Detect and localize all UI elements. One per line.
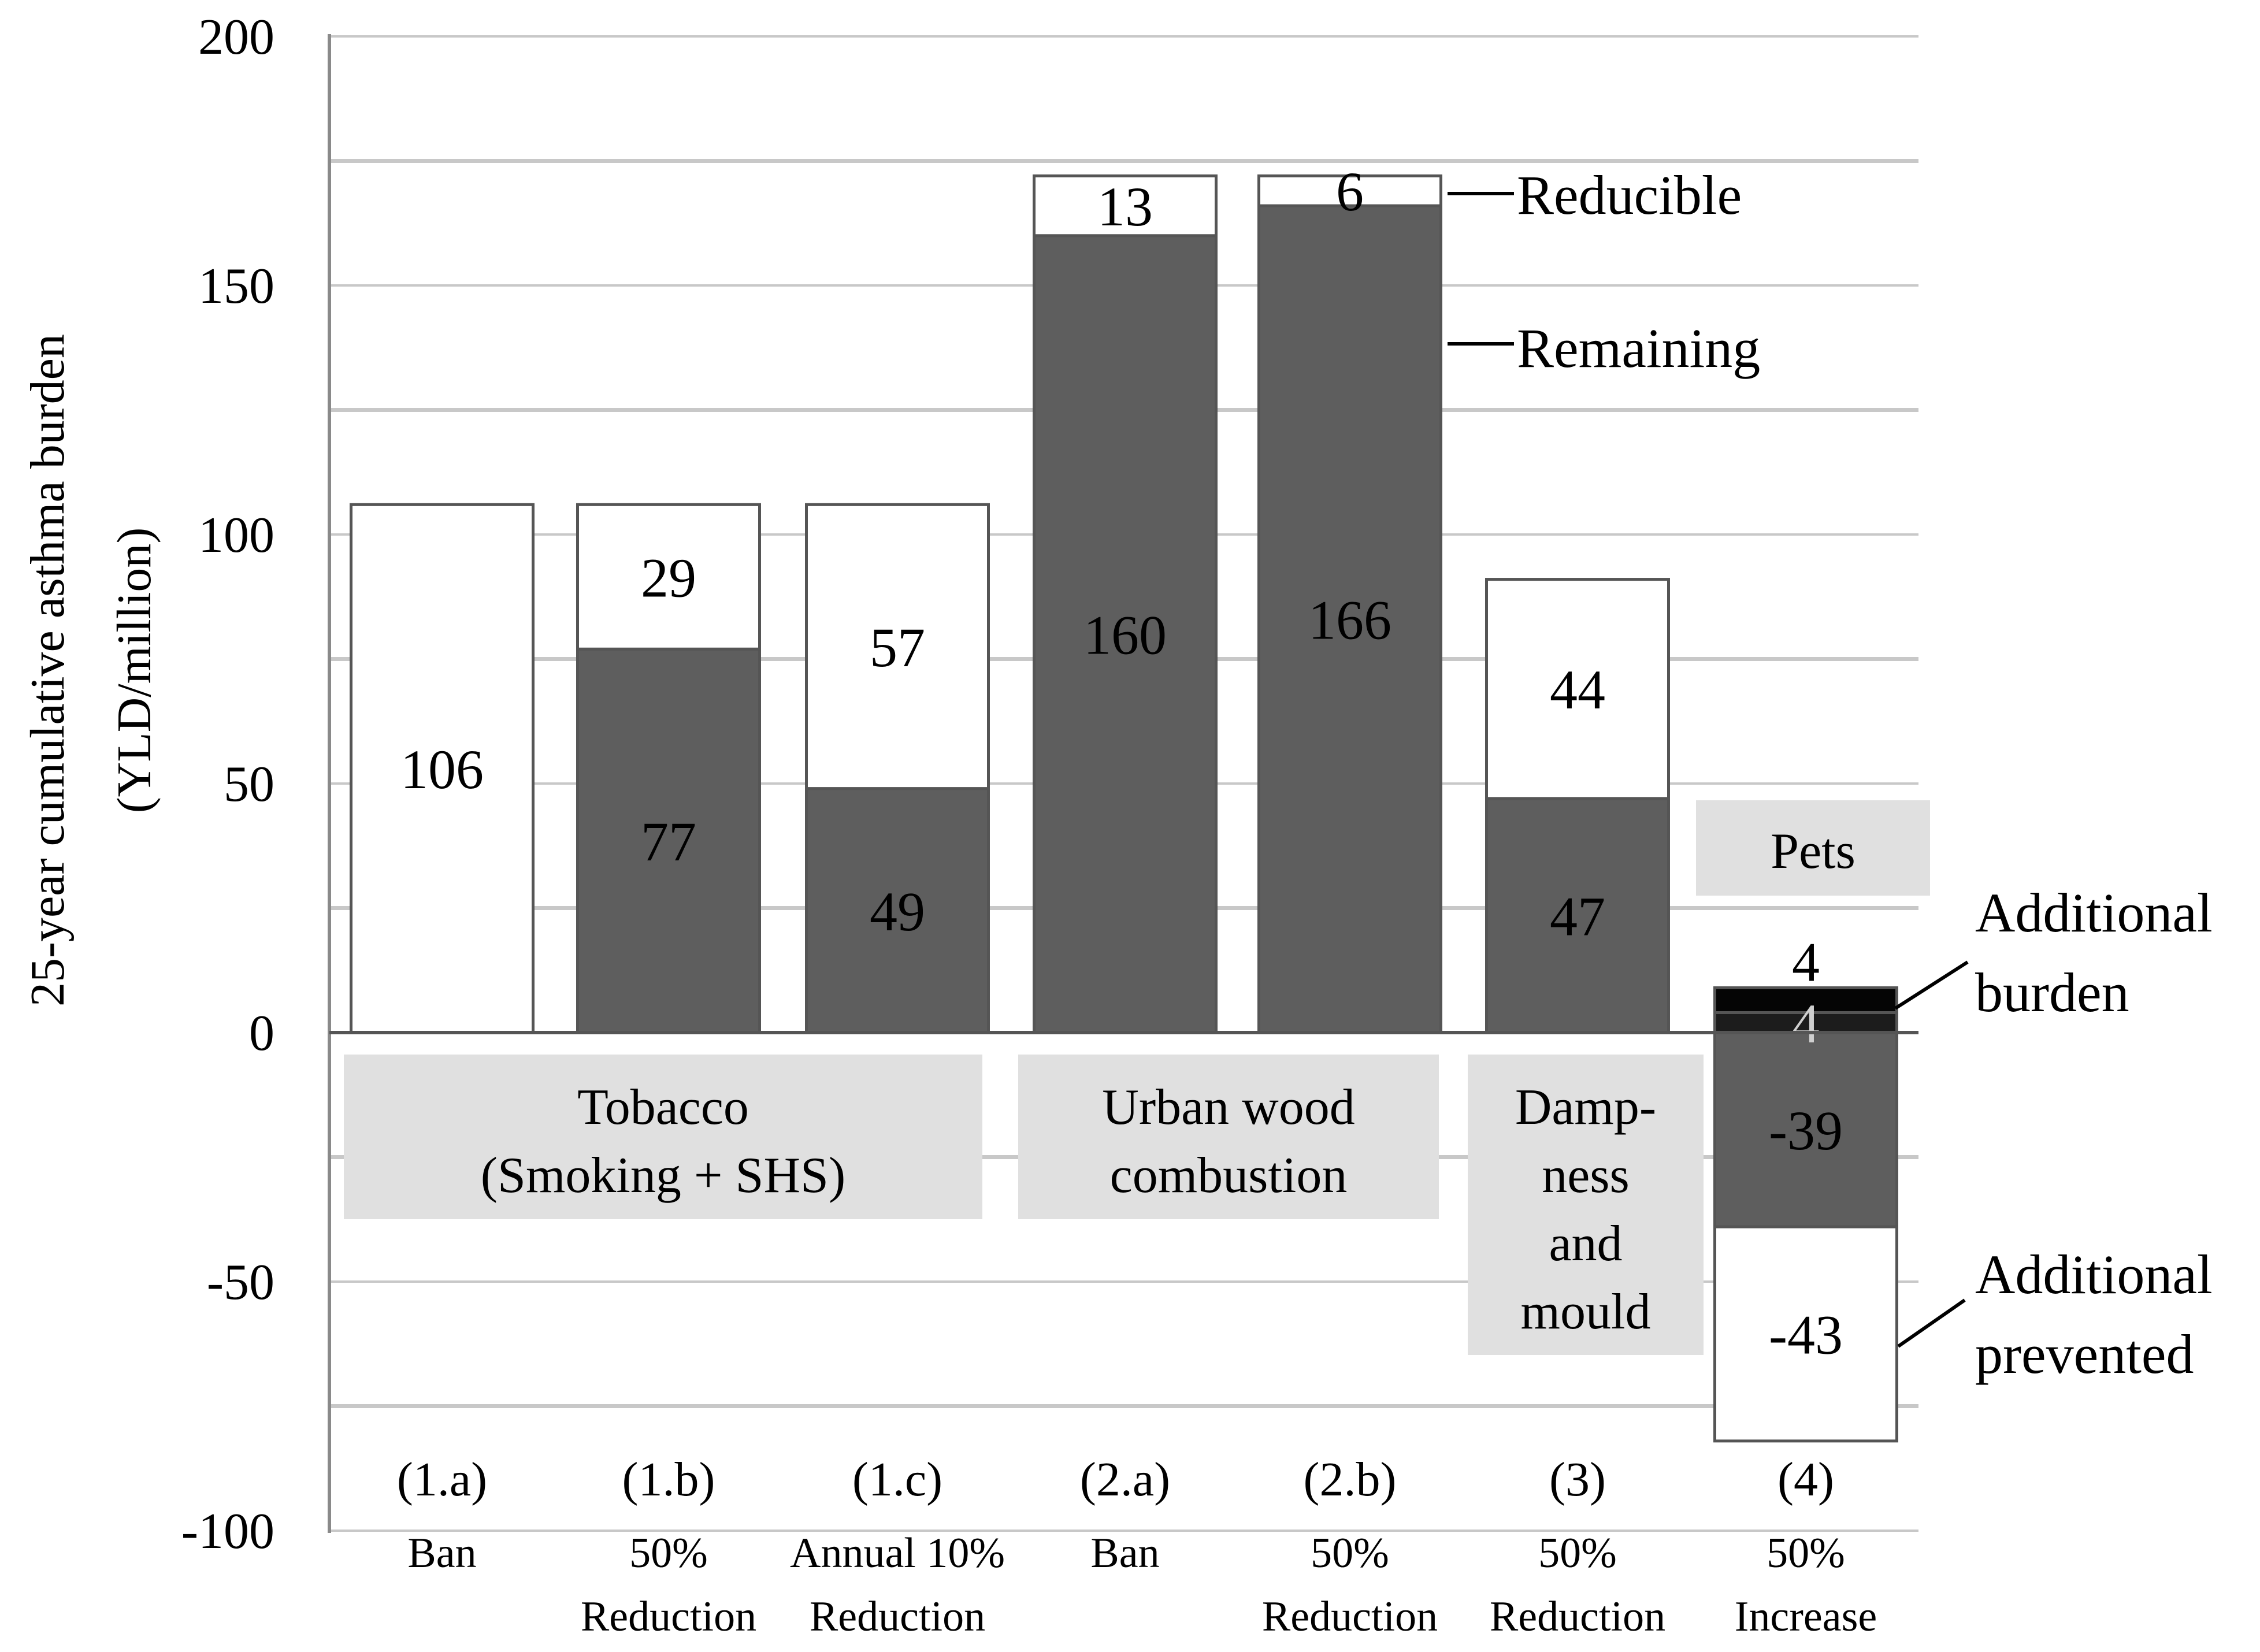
bar-segment: [350, 503, 535, 1034]
x-tick-sublabel: Annual 10%: [790, 1530, 1005, 1577]
x-tick-code: (1.b): [622, 1453, 715, 1506]
group-label-boxes: Tobacco (Smoking + SHS) Urban wood combusti…: [344, 800, 1930, 1355]
axes: [328, 34, 1918, 1533]
y-tick-label: 200: [198, 9, 274, 65]
annotation-text: Reducible: [1517, 164, 1742, 226]
bar-segment: [1713, 1225, 1898, 1443]
annotation-text: Remaining: [1517, 317, 1760, 379]
annotation-text: Additional: [1975, 1243, 2213, 1305]
bar-segment: [1033, 234, 1218, 1034]
bar-value-label: 166: [1308, 589, 1391, 651]
bar-value-label: 4: [1792, 993, 1820, 1055]
bar-value-label: 160: [1083, 604, 1167, 666]
y-tick-label: 0: [249, 1005, 274, 1061]
bar-value-label: -39: [1769, 1100, 1843, 1161]
group-label-box: [1696, 800, 1930, 896]
x-tick-sublabel: Ban: [407, 1530, 476, 1577]
bar-value-label: 49: [870, 881, 925, 942]
y-axis-label: 25-year cumulative asthma burden (YLD/mil…: [21, 334, 161, 1007]
group-label-text: combustion: [1110, 1148, 1348, 1204]
x-tick-code: (2.b): [1304, 1453, 1397, 1506]
annotation-leader-line: [1894, 960, 1969, 1010]
y-tick-label: 50: [224, 756, 274, 812]
group-label-box: [1468, 1055, 1704, 1355]
bar-value-label: -43: [1769, 1304, 1843, 1366]
x-tick-code: (4): [1777, 1453, 1834, 1506]
bar-value-label: 47: [1550, 885, 1605, 947]
x-tick-code: (2.a): [1080, 1453, 1170, 1506]
bar-segment: [805, 787, 990, 1034]
bar-segment: [1713, 1031, 1898, 1228]
x-tick-sublabel: 50%: [1538, 1530, 1617, 1577]
x-tick-sublabel: Reduction: [581, 1593, 756, 1640]
annotation-text: burden: [1975, 961, 2129, 1023]
bar-value-label: 6: [1336, 161, 1364, 222]
x-tick-sublabel: Increase: [1735, 1593, 1877, 1640]
annotation-text: prevented: [1975, 1323, 2194, 1385]
bar-segment: [805, 503, 990, 790]
annotation-leader-line: [1897, 1298, 1966, 1348]
bar-value-label: 13: [1097, 176, 1153, 237]
y-axis-label-line: 25-year cumulative asthma burden: [21, 334, 75, 1007]
group-label-text: Pets: [1771, 823, 1855, 879]
group-label-box: [344, 1055, 982, 1219]
annotations: Reducible Remaining Additional burden Additi…: [1448, 164, 2213, 1385]
bar-value-label: 4: [1792, 931, 1820, 993]
bar-segment: [1257, 204, 1442, 1034]
bar-segment: [1485, 578, 1670, 800]
bar-segment: [1257, 174, 1442, 207]
x-tick-labels: (1.a) Ban (1.b) 50% Reduction (1.c) Annual 10%…: [397, 1453, 1877, 1640]
y-tick-labels: -100 -50 0 50 100 150 200: [181, 9, 274, 1560]
y-tick-label: 150: [198, 258, 274, 314]
x-tick-sublabel: 50%: [1767, 1530, 1845, 1577]
group-label-box: [1018, 1055, 1439, 1219]
x-tick-sublabel: Reduction: [1490, 1593, 1665, 1640]
bar-segment: [1033, 174, 1218, 237]
x-tick-sublabel: Ban: [1090, 1530, 1159, 1577]
group-label-text: ness: [1542, 1148, 1630, 1204]
x-tick-code: (1.c): [852, 1453, 942, 1506]
x-tick-code: (3): [1549, 1453, 1606, 1506]
bar-value-label: 57: [870, 617, 925, 678]
group-label-text: Damp-: [1515, 1079, 1656, 1135]
bar-value-label: 44: [1550, 659, 1605, 721]
bar-value-label: 29: [641, 547, 696, 608]
group-label-text: Tobacco: [577, 1079, 749, 1135]
group-label-text: Urban wood: [1102, 1079, 1354, 1135]
annotation-text: Additional: [1975, 882, 2213, 944]
group-label-text: mould: [1521, 1284, 1651, 1340]
bar-value-label: 77: [641, 811, 696, 873]
group-label-text: (Smoking + SHS): [481, 1148, 846, 1204]
x-tick-code: (1.a): [397, 1453, 487, 1506]
y-tick-label: 100: [198, 507, 274, 563]
y-tick-label: -100: [181, 1503, 274, 1560]
bar-value-label: 106: [400, 738, 484, 800]
x-tick-sublabel: Reduction: [1262, 1593, 1438, 1640]
x-tick-sublabel: 50%: [1311, 1530, 1389, 1577]
bar-segment: [576, 503, 761, 651]
x-tick-sublabel: 50%: [629, 1530, 708, 1577]
bar-segment: [1713, 986, 1898, 1015]
y-axis-label-line: (YLD/million): [107, 528, 161, 814]
group-label-text: and: [1549, 1216, 1622, 1272]
x-tick-sublabel: Reduction: [810, 1593, 985, 1640]
y-tick-label: -50: [207, 1254, 274, 1311]
